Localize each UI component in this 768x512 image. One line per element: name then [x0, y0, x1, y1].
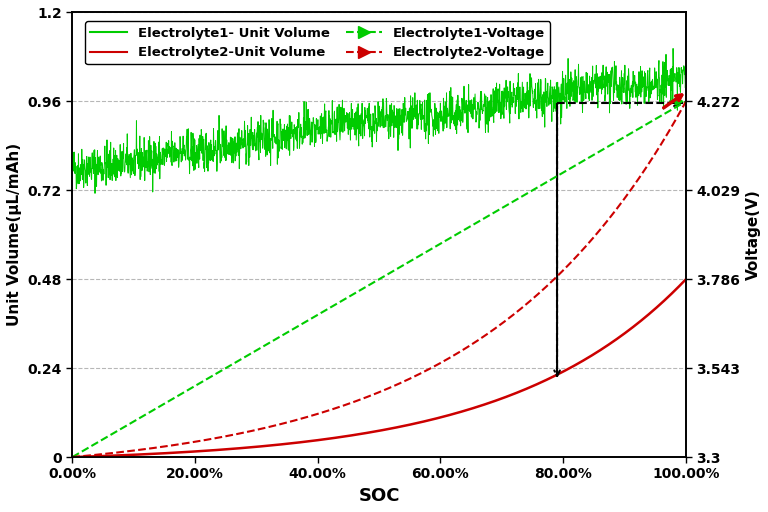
X-axis label: SOC: SOC	[359, 487, 400, 505]
Y-axis label: Voltage(V): Voltage(V)	[746, 189, 761, 280]
Legend: Electrolyte1- Unit Volume, Electrolyte2-Unit Volume, Electrolyte1-Voltage, Elect: Electrolyte1- Unit Volume, Electrolyte2-…	[85, 22, 551, 65]
Y-axis label: Unit Volume(μL/mAh): Unit Volume(μL/mAh)	[7, 143, 22, 326]
